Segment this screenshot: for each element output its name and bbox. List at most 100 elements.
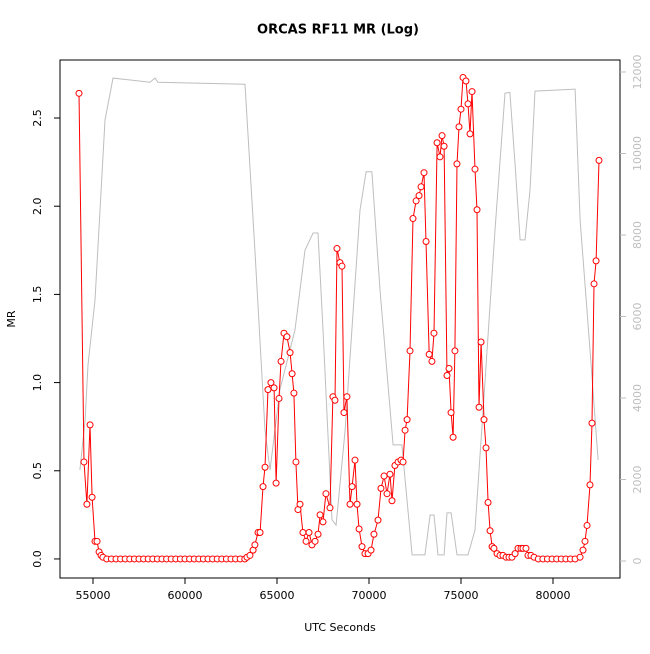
point xyxy=(346,500,354,508)
chart-title: ORCAS RF11 MR (Log) xyxy=(257,23,419,38)
point xyxy=(425,350,433,358)
x-tick-label: 75000 xyxy=(444,589,479,602)
point xyxy=(358,543,366,551)
point xyxy=(447,409,455,417)
point xyxy=(380,472,388,480)
point xyxy=(490,544,498,552)
point xyxy=(270,384,278,392)
point xyxy=(292,458,300,466)
point xyxy=(511,550,519,558)
point xyxy=(251,541,259,549)
point xyxy=(576,553,584,561)
point xyxy=(484,499,492,507)
y-tick-label: 2.0 xyxy=(31,197,44,215)
point xyxy=(333,245,341,253)
point xyxy=(261,463,269,471)
point xyxy=(355,525,363,533)
point xyxy=(403,416,411,424)
point xyxy=(579,546,587,554)
point xyxy=(482,444,490,452)
point xyxy=(388,497,396,505)
y-tick-label: 2.5 xyxy=(31,109,44,127)
point xyxy=(522,544,530,552)
x-tick-label: 70000 xyxy=(351,589,386,602)
point xyxy=(595,156,603,164)
point xyxy=(80,458,88,466)
point xyxy=(453,160,461,168)
point xyxy=(443,372,451,380)
point xyxy=(246,551,254,559)
point xyxy=(322,490,330,498)
point xyxy=(86,421,94,429)
point xyxy=(302,537,310,545)
point xyxy=(471,165,479,173)
point xyxy=(457,105,465,113)
point xyxy=(367,546,375,554)
point xyxy=(283,333,291,341)
point xyxy=(420,169,428,177)
point xyxy=(316,511,324,519)
y-tick-label: 0.0 xyxy=(31,550,44,568)
point xyxy=(445,364,453,372)
point xyxy=(581,537,589,545)
point xyxy=(296,500,304,508)
point xyxy=(401,426,409,434)
point xyxy=(455,123,463,131)
point xyxy=(353,500,361,508)
point xyxy=(590,280,598,288)
point xyxy=(288,370,296,378)
x-tick-label: 65000 xyxy=(259,589,294,602)
point xyxy=(583,521,591,529)
y2-tick-label: 4000 xyxy=(631,384,644,412)
point xyxy=(83,500,91,508)
point xyxy=(286,349,294,357)
point xyxy=(449,433,457,441)
point xyxy=(468,88,476,96)
point xyxy=(331,396,339,404)
point xyxy=(415,192,423,200)
y-tick-label: 1.0 xyxy=(31,374,44,392)
point xyxy=(338,262,346,270)
y2-tick-label: 8000 xyxy=(631,221,644,249)
point xyxy=(290,389,298,397)
point xyxy=(399,458,407,466)
point xyxy=(299,528,307,536)
point xyxy=(451,347,459,355)
y-tick-label: 1.5 xyxy=(31,286,44,304)
point xyxy=(88,493,96,501)
x-tick-label: 60000 xyxy=(167,589,202,602)
y2-tick-label: 10000 xyxy=(631,136,644,171)
point xyxy=(264,386,272,394)
y2-tick-label: 0 xyxy=(631,558,644,565)
point xyxy=(592,257,600,265)
point xyxy=(326,504,334,512)
point xyxy=(319,518,327,526)
point xyxy=(433,139,441,147)
point xyxy=(438,132,446,140)
point xyxy=(428,357,436,365)
point xyxy=(412,197,420,205)
point xyxy=(348,483,356,491)
point xyxy=(256,528,264,536)
point xyxy=(480,416,488,424)
point xyxy=(377,484,385,492)
point xyxy=(305,528,313,536)
point xyxy=(272,479,280,487)
series-line xyxy=(79,77,599,556)
point xyxy=(409,215,417,223)
point xyxy=(370,530,378,538)
x-tick-label: 55000 xyxy=(75,589,110,602)
y-axis-label: MR xyxy=(5,310,18,327)
point xyxy=(351,456,359,464)
y2-tick-label: 12000 xyxy=(631,54,644,89)
x-axis-label: UTC Seconds xyxy=(304,621,376,634)
point xyxy=(436,153,444,161)
point xyxy=(343,393,351,401)
point xyxy=(374,516,382,524)
point xyxy=(267,379,275,387)
point xyxy=(473,206,481,214)
point xyxy=(417,183,425,191)
plot-frame xyxy=(59,59,621,579)
